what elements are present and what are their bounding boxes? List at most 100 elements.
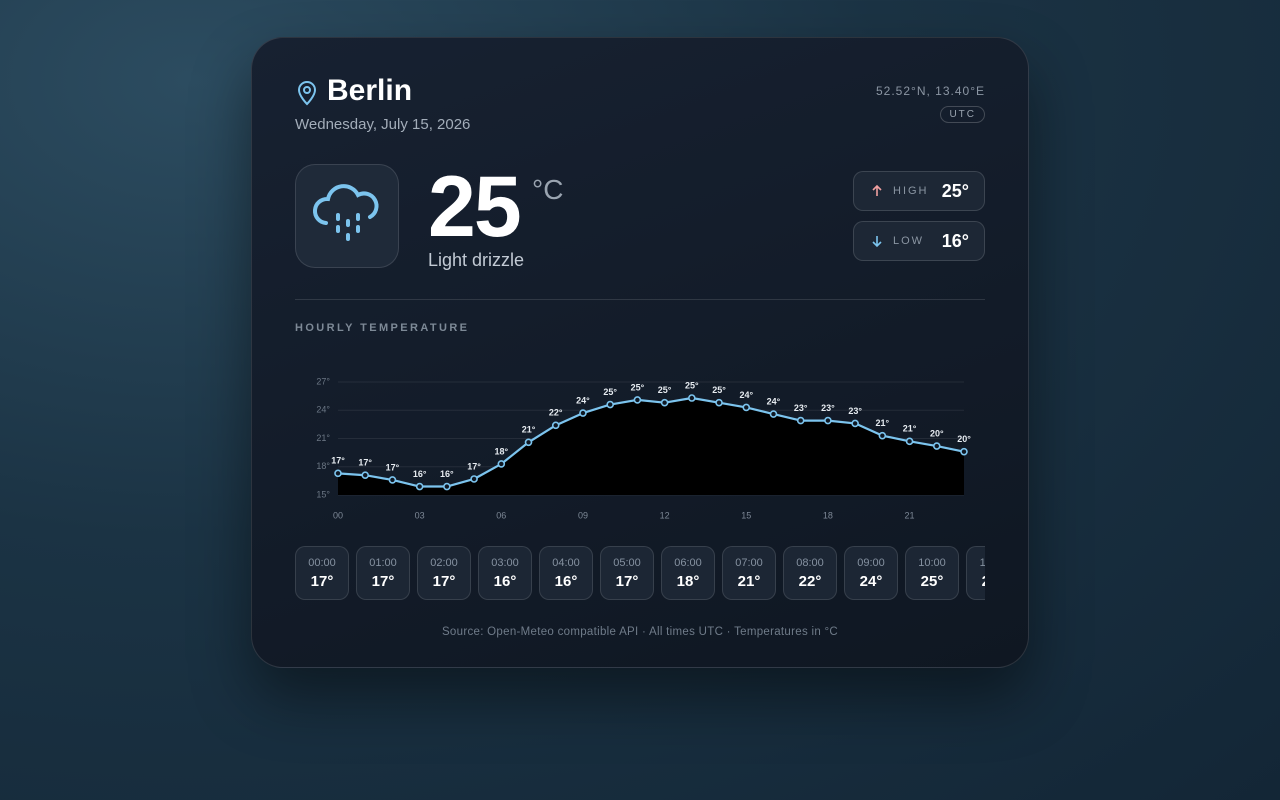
data-label: 16° [413, 469, 427, 479]
high-label: HIGH [893, 185, 929, 197]
point [905, 437, 914, 446]
hour-temp: 17° [432, 573, 456, 590]
hour-time: 07:00 [735, 557, 763, 569]
low-label: LOW [893, 235, 925, 247]
data-label: 24° [576, 395, 590, 405]
hour-card: 04:00 16° [539, 546, 593, 600]
point [878, 431, 887, 440]
point [361, 471, 370, 480]
city: Berlin [327, 74, 413, 107]
weather-icon-box [295, 164, 399, 268]
x-tick-label: 06 [496, 510, 506, 520]
high-pill: HIGH 25° [853, 171, 985, 211]
data-label: 17° [467, 461, 481, 471]
point [824, 416, 832, 425]
data-label: 25° [658, 385, 672, 395]
high-value: 25° [941, 181, 969, 201]
hour-card: 03:00 16° [478, 546, 532, 600]
date: Wednesday, July 15, 2026 [295, 116, 471, 133]
coordinates: 52.52°N, 13.40°E [876, 84, 985, 98]
point [769, 410, 778, 418]
data-label: 21° [903, 424, 917, 434]
x-tick-label: 00 [333, 510, 343, 520]
hour-time: 10:00 [918, 557, 946, 569]
data-label: 25° [631, 382, 645, 392]
x-tick-label: 09 [578, 510, 588, 520]
data-label: 20° [957, 434, 971, 444]
temperature-line [337, 396, 965, 488]
hour-card: 01:00 17° [356, 546, 410, 600]
hour-temp: 21° [737, 573, 761, 590]
hour-card: 09:00 24° [844, 546, 898, 600]
point [688, 394, 696, 402]
point [551, 421, 560, 430]
data-label: 25° [712, 385, 726, 395]
point [932, 442, 941, 450]
rain-icon [313, 184, 379, 241]
hour-card: 07:00 21° [722, 546, 776, 600]
hour-temp: 17° [310, 573, 334, 590]
point [796, 416, 805, 425]
point [579, 409, 587, 417]
data-label: 20° [930, 428, 944, 438]
point [742, 403, 751, 412]
point [470, 475, 478, 483]
data-label: 25° [603, 387, 617, 397]
point [524, 438, 533, 447]
point [388, 476, 397, 484]
hour-time: 04:00 [552, 557, 580, 569]
temperature-area [338, 398, 964, 495]
point [497, 460, 506, 468]
data-label: 25° [685, 380, 699, 390]
data-label: 16° [440, 469, 454, 479]
hour-time: 11:00 [979, 557, 985, 569]
hour-card: 11:00 25° [966, 546, 985, 600]
x-tick-label: 21 [905, 510, 915, 520]
hour-time: 09:00 [857, 557, 885, 569]
location-icon [297, 80, 317, 106]
hour-card: 00:00 17° [295, 546, 349, 600]
up-arrow [872, 184, 882, 196]
data-label: 21° [522, 425, 536, 435]
data-label: 21° [876, 418, 890, 428]
data-label: 23° [821, 403, 835, 413]
y-tick-label: 18° [316, 461, 330, 471]
point [415, 482, 424, 491]
hour-temp: 16° [493, 573, 517, 590]
data-label: 17° [358, 458, 372, 468]
hour-card: 05:00 17° [600, 546, 654, 600]
data-label: 17° [331, 456, 345, 466]
data-label: 23° [794, 403, 808, 413]
data-label: 23° [848, 406, 862, 416]
hour-temp: 22° [798, 573, 822, 590]
hour-temp: 17° [615, 573, 639, 590]
data-label: 17° [386, 462, 400, 472]
point [715, 398, 723, 407]
temp-unit: °C [532, 174, 564, 205]
hour-time: 08:00 [796, 557, 824, 569]
low-pill: LOW 16° [853, 221, 985, 261]
hourly-strip: 00:00 17° 01:00 17° 02:00 17° 03:00 16° 04:00 16°… [295, 546, 985, 600]
hour-time: 05:00 [613, 557, 641, 569]
x-tick-label: 15 [741, 510, 751, 520]
point [660, 398, 669, 407]
current-temp: 25 [428, 159, 522, 255]
x-tick-label: 18 [823, 510, 833, 520]
hourly-chart: 15° 18° 21° 24° 27° 00 03 06 09 12 15 18 21 17° 17° 17°… [316, 376, 971, 520]
x-tick-label: 03 [415, 510, 425, 520]
hour-card: 10:00 25° [905, 546, 959, 600]
footer: Source: Open-Meteo compatible API · All … [441, 626, 839, 638]
divider [295, 299, 985, 300]
low-value: 16° [941, 231, 969, 251]
data-label: 24° [739, 390, 753, 400]
y-tick-label: 21° [316, 433, 330, 443]
y-tick-label: 27° [316, 376, 330, 386]
point [334, 469, 342, 478]
data-label: 24° [767, 396, 781, 406]
hour-temp: 25° [967, 573, 985, 590]
timezone-badge: UTC [940, 106, 985, 123]
y-tick-label: 24° [316, 405, 330, 415]
hour-time: 00:00 [308, 557, 336, 569]
point [443, 482, 451, 491]
